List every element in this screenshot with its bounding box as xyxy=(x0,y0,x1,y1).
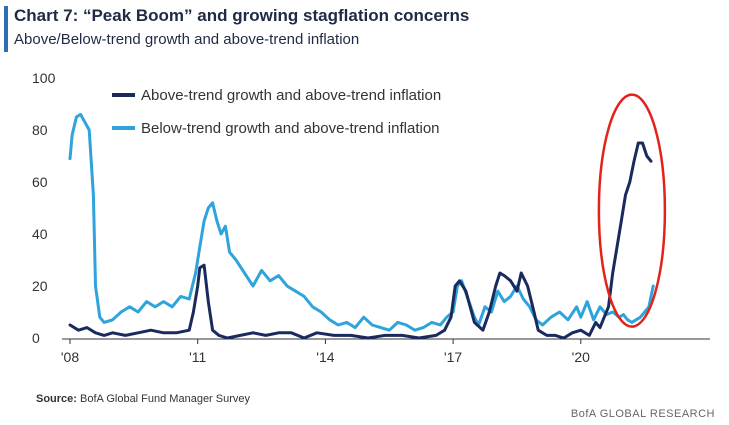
legend-label: Above-trend growth and above-trend infla… xyxy=(141,87,441,104)
y-tick-label: 60 xyxy=(32,174,48,190)
x-tick-label: '14 xyxy=(316,349,334,365)
x-tick-label: '20 xyxy=(572,349,590,365)
highlight-ellipse xyxy=(597,93,667,328)
y-tick-label: 0 xyxy=(32,330,40,346)
source-label: Source: xyxy=(36,393,77,405)
y-tick-label: 100 xyxy=(32,70,56,86)
legend-label: Below-trend growth and above-trend infla… xyxy=(141,120,440,137)
x-tick-label: '08 xyxy=(61,349,79,365)
x-tick-label: '17 xyxy=(444,349,462,365)
title-accent-bar xyxy=(4,6,8,52)
chart-title: Chart 7: “Peak Boom” and growing stagfla… xyxy=(14,6,470,25)
series-line-above-trend xyxy=(68,141,653,340)
source-text: BofA Global Fund Manager Survey xyxy=(80,393,251,405)
x-tick-label: '11 xyxy=(189,349,206,365)
y-tick-label: 40 xyxy=(32,226,48,242)
series-line-below-trend xyxy=(68,112,655,332)
chart-subtitle: Above/Below-trend growth and above-trend… xyxy=(14,31,360,48)
source-note: Source: BofA Global Fund Manager Survey xyxy=(36,393,250,405)
y-tick-label: 80 xyxy=(32,122,48,138)
footer-brand: BofA GLOBAL RESEARCH xyxy=(570,408,715,420)
y-tick-label: 20 xyxy=(32,278,48,294)
